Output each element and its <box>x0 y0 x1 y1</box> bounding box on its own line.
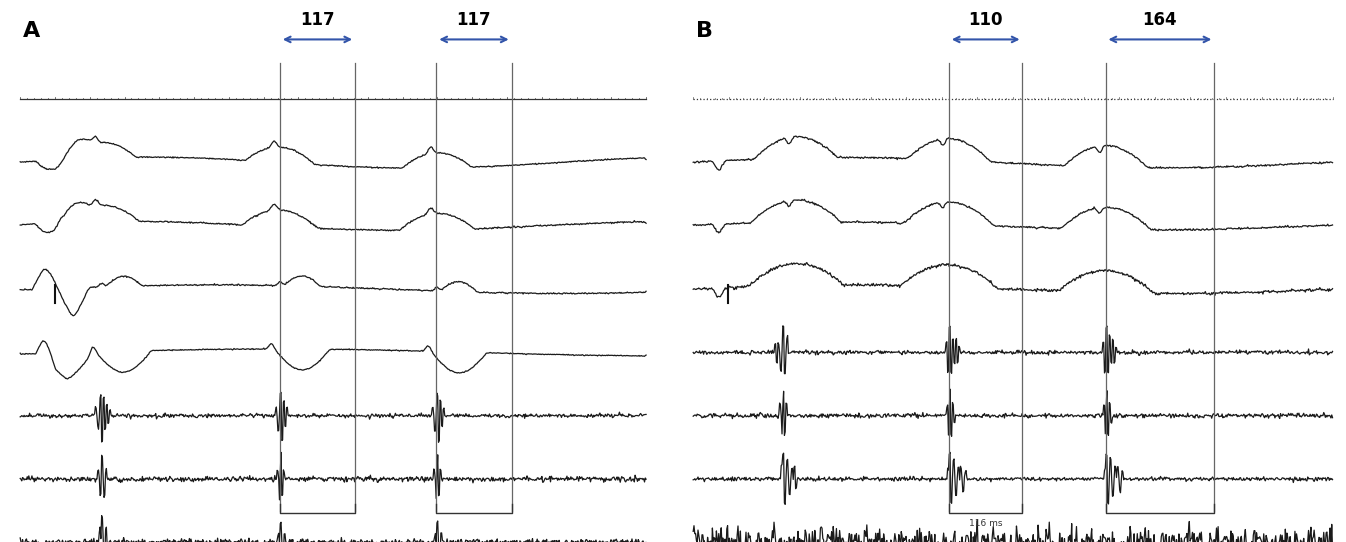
Text: 117: 117 <box>300 11 335 29</box>
Text: 110: 110 <box>968 11 1003 29</box>
Text: 164: 164 <box>1143 11 1178 29</box>
Text: A: A <box>23 21 40 41</box>
Text: 117: 117 <box>456 11 491 29</box>
Text: B: B <box>696 21 713 41</box>
Text: 116 ms: 116 ms <box>969 519 1003 528</box>
